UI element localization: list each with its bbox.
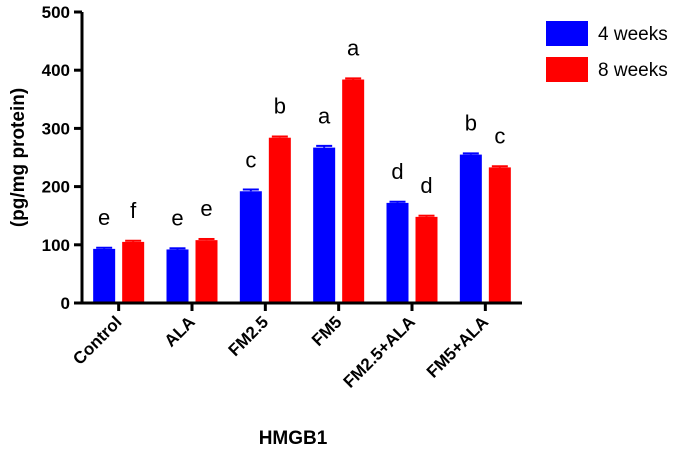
- y-ticks: 0 100 200 300 400 500: [42, 3, 82, 313]
- legend-label: 4 weeks: [598, 24, 668, 45]
- x-axis-title: HMGB1: [259, 428, 328, 449]
- bar-4weeks: [93, 248, 116, 303]
- y-axis-title: (pg/mg protein): [8, 88, 29, 227]
- y-tick-label: 500: [42, 3, 70, 22]
- bar-4weeks: [459, 154, 482, 303]
- y-tick-label: 0: [61, 294, 70, 313]
- legend: 4 weeks 8 weeks: [546, 21, 668, 82]
- bar-4weeks: [166, 249, 189, 303]
- legend-swatch: [546, 57, 588, 82]
- x-category-label: FM5: [308, 312, 345, 349]
- legend-swatch: [546, 21, 588, 46]
- bar-8weeks: [415, 216, 438, 303]
- y-tick-label: 300: [42, 119, 70, 138]
- significance-letter: e: [171, 205, 183, 230]
- significance-letter: b: [274, 94, 286, 119]
- bar-4weeks: [386, 202, 409, 303]
- bar-8weeks: [488, 167, 511, 303]
- bars-layer: [93, 77, 511, 304]
- bar-8weeks: [195, 240, 218, 303]
- significance-letter: e: [200, 196, 212, 221]
- significance-letter: a: [347, 36, 360, 61]
- significance-letter: f: [130, 198, 137, 223]
- axes-layer: [80, 12, 522, 305]
- significance-letter: d: [420, 173, 432, 198]
- bar-4weeks: [239, 191, 262, 303]
- y-tick-label: 100: [42, 236, 70, 255]
- bar-8weeks: [122, 241, 145, 303]
- significance-letter: a: [318, 104, 331, 129]
- bar-8weeks: [268, 137, 291, 303]
- x-category-label: Control: [69, 312, 125, 368]
- x-category-label: FM2.5+ALA: [340, 312, 419, 391]
- significance-letter: c: [494, 123, 505, 148]
- significance-letter: b: [465, 111, 477, 136]
- x-category-label: ALA: [161, 312, 199, 350]
- bar-4weeks: [313, 147, 336, 303]
- bar-8weeks: [342, 79, 365, 304]
- x-category-label: FM5+ALA: [423, 312, 492, 381]
- significance-letter: e: [98, 205, 110, 230]
- y-tick-label: 200: [42, 178, 70, 197]
- significance-letter: d: [391, 159, 403, 184]
- y-tick-label: 400: [42, 61, 70, 80]
- x-category-label: FM2.5: [225, 312, 273, 360]
- legend-label: 8 weeks: [598, 60, 668, 81]
- significance-letter: c: [245, 147, 256, 172]
